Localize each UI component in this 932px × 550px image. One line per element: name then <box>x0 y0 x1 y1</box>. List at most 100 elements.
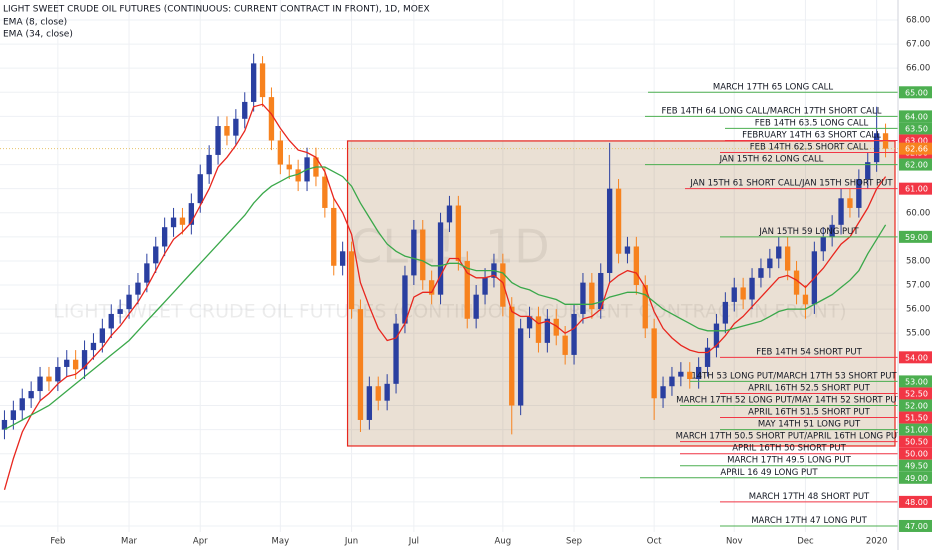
candle-body <box>776 246 782 259</box>
candle-body <box>642 285 648 329</box>
level-price-label: 62.00 <box>905 161 928 170</box>
level-price-label: 54.00 <box>905 353 928 362</box>
level-price-label: 51.50 <box>905 414 928 423</box>
level-price-label: 53.00 <box>905 377 928 386</box>
x-tick-label: 2020 <box>866 537 888 547</box>
level-price-label: 50.50 <box>905 438 928 447</box>
candle-body <box>393 323 399 384</box>
watermark-symbol: CL1!, 1D <box>350 220 549 274</box>
level-price-label: 51.00 <box>905 426 928 435</box>
candle-body <box>197 174 203 204</box>
watermark-description: LIGHT SWEET CRUDE OIL FUTURES (CONTINUOU… <box>53 301 846 323</box>
candle-body <box>268 97 275 141</box>
level-label: APRIL 16TH 50 SHORT PUT <box>732 444 846 454</box>
candle-body <box>695 366 702 380</box>
level-price-box <box>899 387 932 400</box>
candle-body <box>428 280 435 295</box>
level-price-label: 59.00 <box>905 233 928 242</box>
candle-body <box>873 133 880 163</box>
level-price-label: 61.00 <box>905 185 928 194</box>
x-tick-label: Nov <box>726 537 743 547</box>
candle-body <box>188 203 195 225</box>
level-label: MARCH 17TH 47 LONG PUT <box>751 516 867 526</box>
candle-body <box>455 205 462 261</box>
candle-body <box>687 371 693 380</box>
x-tick-label: Sep <box>566 537 582 547</box>
level-price-label: 65.00 <box>905 88 928 97</box>
candle-body <box>464 260 470 319</box>
candle-body <box>615 188 622 254</box>
candle-body <box>28 391 34 399</box>
candle-body <box>526 316 533 329</box>
candle-body <box>331 207 337 266</box>
candle-body <box>375 386 381 401</box>
chart-title: LIGHT SWEET CRUDE OIL FUTURES (CONTINUOU… <box>3 5 430 15</box>
y-tick-label: 67.00 <box>906 40 930 50</box>
candle-body <box>606 188 613 273</box>
level-label: FEBRUARY 14TH 63 SHORT CALL <box>742 130 881 140</box>
level-label: FEB 14TH 62.5 SHORT CALL <box>750 143 869 153</box>
candle-body <box>767 258 773 269</box>
candle-body <box>126 294 132 310</box>
level-label: JAN 15TH 61 SHORT CALL/JAN 15TH SHORT PU… <box>689 179 893 189</box>
x-tick-label: May <box>272 537 290 547</box>
candle-body <box>437 222 444 295</box>
x-tick-label: Oct <box>647 537 662 547</box>
candle-body <box>482 277 488 295</box>
level-label: MARCH 17TH 49.5 LONG PUT <box>727 456 852 466</box>
candle-body <box>651 328 657 399</box>
ema-line <box>4 166 887 431</box>
legend-entry: EMA (8, close) <box>3 18 67 28</box>
candle-body <box>117 309 123 314</box>
candle-body <box>793 270 800 295</box>
level-label: APRIL 16 49 LONG PUT <box>720 468 818 478</box>
level-label: 14TH 53 LONG PUT/MARCH 17TH 53 SHORT PUT <box>691 371 897 381</box>
y-tick-label: 68.00 <box>906 15 930 25</box>
level-price-box <box>899 459 932 472</box>
candle-body <box>660 386 666 399</box>
candle-body <box>295 169 301 182</box>
candle-body <box>108 313 114 329</box>
candle-body <box>81 350 88 370</box>
level-label: FEB 14TH 54 SHORT PUT <box>756 347 862 357</box>
candle-body <box>580 282 586 314</box>
candle-body <box>446 205 453 223</box>
candle-body <box>366 386 373 420</box>
level-label: MARCH 17TH 52 LONG PUT/MAY 14TH 52 SHORT… <box>676 396 902 406</box>
candle-body <box>865 162 871 180</box>
candle-body <box>749 277 755 300</box>
ema-line <box>3 103 887 490</box>
level-price-box <box>899 471 932 484</box>
last-price-label: 62.66 <box>905 145 928 154</box>
level-price-box <box>899 435 932 448</box>
candle-body <box>544 318 551 343</box>
candle-body <box>802 294 809 305</box>
x-tick-label: Apr <box>193 537 208 547</box>
candle-body <box>37 376 43 392</box>
candle-body <box>19 398 25 411</box>
candle-body <box>829 224 835 237</box>
level-price-label: 47.00 <box>905 522 928 531</box>
level-label: FEB 14TH 64 LONG CALL/MARCH 17TH SHORT C… <box>662 106 882 116</box>
candle-body <box>135 282 141 295</box>
candle-body <box>206 154 212 175</box>
level-price-label: 64.00 <box>905 112 928 121</box>
x-tick-label: Feb <box>50 537 65 547</box>
candle-body <box>633 246 640 286</box>
x-tick-label: Jun <box>344 537 358 547</box>
candle-body <box>224 126 230 136</box>
candle-body <box>402 275 408 324</box>
candle-body <box>598 272 604 310</box>
y-tick-label: 56.00 <box>906 305 930 315</box>
candle-body <box>678 371 684 377</box>
candle-body <box>704 347 711 367</box>
candle-body <box>562 335 568 355</box>
y-tick-label: 57.00 <box>906 281 930 291</box>
x-tick-label: Aug <box>495 537 512 547</box>
candle-body <box>259 63 266 98</box>
candle-body <box>553 318 559 336</box>
candle-body <box>170 217 177 228</box>
level-label: MAY 14TH 51 LONG PUT <box>758 420 861 430</box>
level-price-label: 49.00 <box>905 474 928 483</box>
candle-body <box>339 251 346 266</box>
